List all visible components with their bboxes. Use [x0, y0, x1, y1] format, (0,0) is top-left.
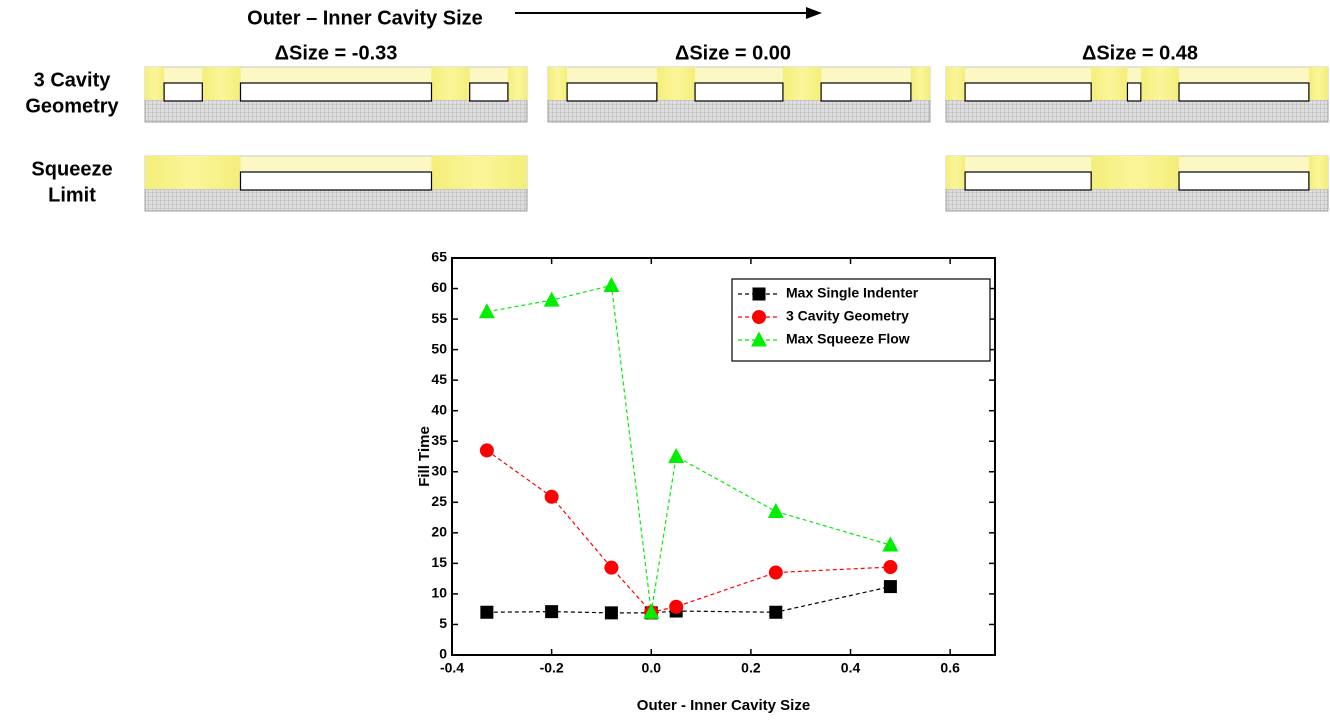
marker [669, 600, 683, 614]
legend-label: 3 Cavity Geometry [786, 308, 909, 324]
row-label: Limit [48, 184, 96, 206]
cavity [1179, 172, 1309, 190]
y-tick-label: 55 [431, 310, 447, 326]
cavity [567, 83, 657, 101]
mesh-band [946, 100, 1328, 122]
cavity [695, 83, 783, 101]
pillar [432, 67, 470, 100]
x-axis-title: Outer - Inner Cavity Size [637, 697, 810, 714]
pillar [508, 67, 527, 100]
marker [480, 443, 494, 457]
marker [605, 606, 618, 619]
column-label: ΔSize = 0.00 [675, 42, 791, 64]
pillar [548, 67, 567, 100]
x-tick-label: 0.6 [940, 660, 960, 676]
marker [768, 503, 784, 518]
x-tick-label: 0.0 [642, 660, 662, 676]
marker [479, 303, 495, 318]
y-tick-label: 50 [431, 340, 447, 356]
pillar [432, 156, 528, 189]
cavity [1179, 83, 1309, 101]
marker [769, 566, 783, 580]
column-label: ΔSize = 0.48 [1082, 42, 1198, 64]
cavity [241, 83, 432, 101]
geometry-panels [145, 67, 1328, 211]
y-tick-label: 65 [431, 249, 447, 265]
cavity [164, 83, 202, 101]
legend-label: Max Single Indenter [786, 285, 919, 301]
cavity [470, 83, 508, 101]
series-line [487, 450, 891, 612]
cavity [965, 172, 1091, 190]
cavity [821, 83, 911, 101]
y-tick-label: 60 [431, 279, 447, 295]
pillar [1091, 156, 1179, 189]
pillar [911, 67, 930, 100]
marker [883, 560, 897, 574]
marker [604, 561, 618, 575]
cavity [965, 83, 1091, 101]
x-tick-label: 0.4 [841, 660, 861, 676]
y-tick-label: 20 [431, 524, 447, 540]
pillar [783, 67, 821, 100]
cavity [1127, 83, 1140, 101]
marker [884, 580, 897, 593]
marker [545, 605, 558, 618]
y-tick-label: 15 [431, 554, 447, 570]
marker [882, 537, 898, 552]
pillar [657, 67, 695, 100]
pillar [1309, 67, 1328, 100]
y-tick-label: 30 [431, 462, 447, 478]
marker [668, 448, 684, 463]
y-axis-title: Fill Time [416, 426, 433, 487]
pillar [1141, 67, 1179, 100]
column-label: ΔSize = -0.33 [275, 42, 398, 64]
marker [752, 310, 766, 324]
pillar [145, 67, 164, 100]
figure: Outer – Inner Cavity Size ΔSize = -0.33 … [0, 0, 1330, 721]
legend-label: Max Squeeze Flow [786, 331, 910, 347]
marker [545, 490, 559, 504]
y-tick-label: 25 [431, 493, 447, 509]
mesh-band [946, 189, 1328, 211]
pillar [946, 67, 965, 100]
cavity [241, 172, 432, 190]
marker [769, 606, 782, 619]
x-tick-label: -0.2 [540, 660, 564, 676]
pillar [145, 156, 241, 189]
marker [603, 277, 619, 292]
y-tick-label: 35 [431, 432, 447, 448]
y-tick-label: 45 [431, 371, 447, 387]
mesh-band [145, 189, 527, 211]
y-tick-label: 40 [431, 401, 447, 417]
x-tick-label: 0.2 [741, 660, 761, 676]
y-tick-label: 10 [431, 585, 447, 601]
row-label: Squeeze [31, 158, 112, 180]
pillar [1091, 67, 1127, 100]
pillar [202, 67, 240, 100]
marker [480, 606, 493, 619]
panel-heading: Outer – Inner Cavity Size [247, 7, 483, 29]
row-label: Geometry [25, 95, 119, 117]
row-label: 3 Cavity [34, 69, 112, 91]
pillar [946, 156, 965, 189]
x-tick-label: -0.4 [440, 660, 464, 676]
pillar [1309, 156, 1328, 189]
arrow-head [806, 7, 822, 19]
mesh-band [145, 100, 527, 122]
mesh-band [548, 100, 930, 122]
y-tick-label: 5 [439, 615, 447, 631]
marker [753, 288, 766, 301]
